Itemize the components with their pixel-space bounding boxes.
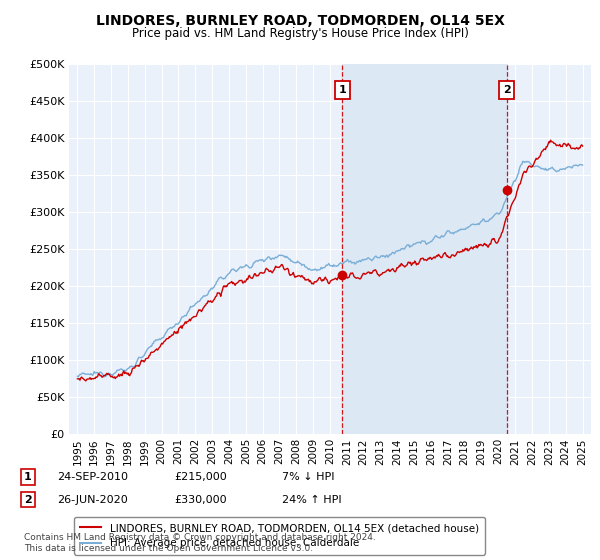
Text: 26-JUN-2020: 26-JUN-2020 <box>57 494 128 505</box>
Text: Price paid vs. HM Land Registry's House Price Index (HPI): Price paid vs. HM Land Registry's House … <box>131 27 469 40</box>
Text: 24% ↑ HPI: 24% ↑ HPI <box>282 494 341 505</box>
Text: 1: 1 <box>338 85 346 95</box>
Text: 2: 2 <box>24 494 32 505</box>
Text: 24-SEP-2010: 24-SEP-2010 <box>57 472 128 482</box>
Legend: LINDORES, BURNLEY ROAD, TODMORDEN, OL14 5EX (detached house), HPI: Average price: LINDORES, BURNLEY ROAD, TODMORDEN, OL14 … <box>74 517 485 554</box>
Bar <box>342 64 506 434</box>
Text: 7% ↓ HPI: 7% ↓ HPI <box>282 472 335 482</box>
Text: 2: 2 <box>503 85 511 95</box>
Text: £215,000: £215,000 <box>174 472 227 482</box>
Text: £330,000: £330,000 <box>174 494 227 505</box>
Text: LINDORES, BURNLEY ROAD, TODMORDEN, OL14 5EX: LINDORES, BURNLEY ROAD, TODMORDEN, OL14 … <box>95 14 505 28</box>
Text: Contains HM Land Registry data © Crown copyright and database right 2024.
This d: Contains HM Land Registry data © Crown c… <box>24 533 376 553</box>
Text: 1: 1 <box>24 472 32 482</box>
